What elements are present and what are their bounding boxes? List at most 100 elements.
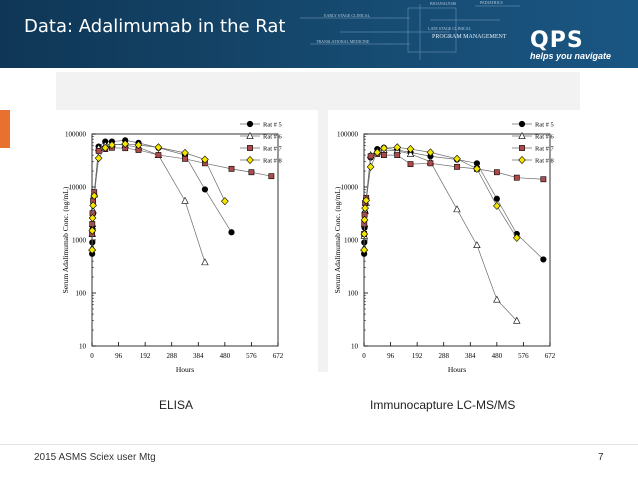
lcms-legend-marker bbox=[518, 120, 526, 128]
elisa-data-point-rat8 bbox=[181, 148, 189, 157]
elisa-data-point-rat7 bbox=[182, 155, 188, 162]
lcms-data-point-rat6 bbox=[493, 295, 501, 303]
elisa-data-point-rat8 bbox=[121, 139, 130, 148]
elisa-legend-marker bbox=[246, 120, 254, 128]
elisa-legend-label: Rat # 6 bbox=[263, 134, 283, 141]
elisa-y-axis-label: Serum Adalimumab Conc. (ng/mL) bbox=[61, 186, 70, 293]
lcms-data-point-rat7 bbox=[513, 174, 520, 181]
lcms-legend-label: Rat # 8 bbox=[535, 158, 554, 165]
accent-bar bbox=[0, 110, 10, 148]
elisa-ytick-label: 1000 bbox=[72, 237, 87, 245]
lcms-legend-label: Rat # 6 bbox=[535, 134, 555, 141]
elisa-xtick-label: 480 bbox=[220, 352, 231, 360]
elisa-xtick-label: 288 bbox=[166, 352, 177, 360]
elisa-data-point-rat7 bbox=[155, 152, 162, 158]
elisa-data-point-rat8 bbox=[221, 197, 229, 206]
lcms-y-axis-label: Serum Adalimumab Conc. (ng/mL) bbox=[333, 186, 342, 293]
lcms-data-point-rat6 bbox=[473, 241, 481, 249]
lcms-data-point-rat7 bbox=[394, 152, 401, 158]
lcms-legend-marker bbox=[519, 145, 525, 151]
elisa-data-point-rat6 bbox=[201, 258, 209, 266]
lcms-data-point-rat8 bbox=[360, 245, 368, 254]
lcms-data-point-rat7 bbox=[407, 161, 414, 168]
qps-logo: QPS helps you navigate bbox=[530, 28, 611, 61]
elisa-data-point-rat8 bbox=[90, 191, 99, 200]
lcms-x-axis-label: Hours bbox=[448, 365, 466, 374]
elisa-data-point-rat8 bbox=[88, 245, 96, 254]
lcms-data-point-rat8 bbox=[473, 164, 481, 173]
slide-header: Data: Adalimumab in the Rat BIOANALYSIS … bbox=[0, 0, 638, 68]
elisa-ytick-label: 10 bbox=[79, 343, 87, 351]
lcms-data-point-rat7 bbox=[367, 153, 374, 160]
lcms-data-point-rat7 bbox=[381, 152, 387, 158]
caption-elisa: ELISA bbox=[159, 398, 194, 412]
lcms-data-point-rat8 bbox=[362, 196, 371, 205]
lcms-ytick-label: 1000 bbox=[344, 237, 359, 245]
lcms-data-point-rat8 bbox=[493, 201, 501, 210]
elisa-data-point-rat8 bbox=[88, 213, 97, 223]
qps-logo-mark: QPS bbox=[530, 28, 584, 53]
lcms-data-point-rat8 bbox=[426, 148, 435, 157]
lcms-xtick-label: 576 bbox=[518, 352, 529, 360]
elisa-data-point-rat8 bbox=[89, 201, 97, 210]
elisa-chart: 10 100 1000 10000 100000 0 96 192 288 384 480 576 67… bbox=[56, 110, 318, 382]
elisa-data-point-rat7 bbox=[228, 165, 235, 172]
lcms-data-point-rat8 bbox=[512, 233, 521, 242]
elisa-xtick-label: 192 bbox=[140, 352, 151, 360]
lcms-legend-marker bbox=[518, 131, 526, 139]
lcms-xtick-label: 672 bbox=[545, 352, 556, 360]
lcms-data-point-rat7 bbox=[540, 176, 547, 183]
lcms-data-point-rat8 bbox=[373, 148, 382, 157]
logo-tagline: helps you navigate bbox=[530, 51, 612, 61]
elisa-data-point-rat8 bbox=[94, 154, 103, 163]
elisa-data-point-rat7 bbox=[95, 147, 102, 154]
lcms-xtick-label: 0 bbox=[362, 352, 366, 360]
header-word-early: EARLY STAGE CLINICAL bbox=[324, 13, 371, 18]
header-word-pediatrics: PEDIATRICS bbox=[480, 0, 503, 5]
lcms-data-point-rat6 bbox=[513, 316, 521, 324]
lcms-data-point-rat8 bbox=[360, 215, 369, 224]
lcms-xtick-label: 480 bbox=[492, 352, 503, 360]
header-word-bioanalysis: BIOANALYSIS bbox=[430, 1, 456, 6]
elisa-data-point-rat5 bbox=[228, 229, 235, 236]
elisa-data-point-rat6 bbox=[181, 196, 189, 204]
elisa-ytick-label: 100 bbox=[76, 290, 87, 298]
lcms-data-point-rat5 bbox=[540, 256, 547, 263]
lcms-xtick-label: 192 bbox=[412, 352, 423, 360]
elisa-data-point-rat8 bbox=[154, 143, 163, 152]
lcms-data-point-rat5 bbox=[493, 195, 500, 202]
elisa-ytick-label: 100000 bbox=[65, 131, 87, 139]
lcms-ytick-label: 100 bbox=[348, 290, 359, 298]
lcms-data-point-rat8 bbox=[366, 162, 375, 171]
lcms-legend-label: Rat # 5 bbox=[535, 122, 554, 129]
elisa-data-point-rat8 bbox=[108, 140, 116, 150]
elisa-data-point-rat5 bbox=[201, 186, 209, 193]
lcms-data-point-rat6 bbox=[406, 149, 415, 157]
lcms-ytick-label: 10000 bbox=[341, 184, 359, 192]
elisa-xtick-label: 96 bbox=[115, 352, 123, 360]
lcms-data-point-rat8 bbox=[380, 144, 388, 153]
elisa-data-point-rat7 bbox=[248, 169, 255, 176]
lcms-xtick-label: 384 bbox=[465, 352, 476, 360]
elisa-legend-label: Rat # 7 bbox=[263, 146, 283, 153]
elisa-x-axis-label: Hours bbox=[176, 365, 194, 374]
header-decoration: BIOANALYSIS EARLY STAGE CLINICAL LATE ST… bbox=[300, 0, 520, 60]
lcms-data-point-rat7 bbox=[493, 169, 500, 176]
elisa-xtick-label: 672 bbox=[273, 352, 284, 360]
lcms-data-point-rat7 bbox=[427, 160, 434, 167]
lcms-ytick-label: 100000 bbox=[337, 131, 359, 139]
lcms-ytick-label: 10 bbox=[351, 343, 359, 351]
elisa-xtick-label: 384 bbox=[193, 352, 204, 360]
elisa-xtick-label: 576 bbox=[246, 352, 257, 360]
header-word-program: PROGRAM MANAGEMENT bbox=[432, 34, 507, 40]
header-word-translational: TRANSLATIONAL MEDICINE bbox=[316, 39, 370, 44]
page-number: 7 bbox=[598, 452, 604, 463]
elisa-data-point-rat8 bbox=[101, 143, 110, 152]
elisa-data-point-rat7 bbox=[268, 173, 275, 180]
elisa-legend-label: Rat # 8 bbox=[263, 158, 282, 165]
lcms-data-point-rat6 bbox=[453, 205, 461, 213]
elisa-xtick-label: 0 bbox=[90, 352, 94, 360]
footer-divider bbox=[0, 444, 638, 445]
elisa-data-point-rat8 bbox=[201, 155, 209, 164]
slide-footer: 2015 ASMS Sciex user Mtg bbox=[34, 452, 156, 463]
